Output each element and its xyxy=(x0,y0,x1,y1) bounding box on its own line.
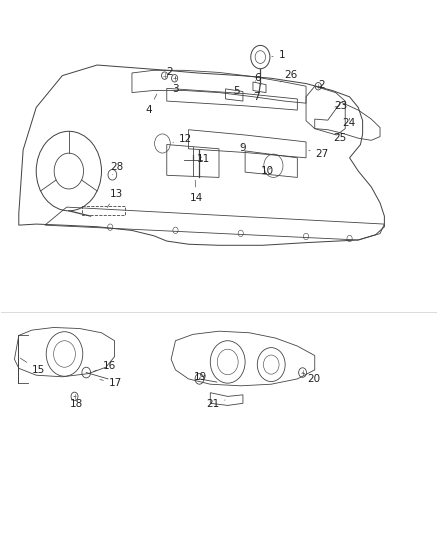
Text: 7: 7 xyxy=(253,92,260,102)
Text: 5: 5 xyxy=(233,86,240,96)
Text: 26: 26 xyxy=(280,70,297,82)
Text: 21: 21 xyxy=(206,399,225,409)
Text: 15: 15 xyxy=(20,358,45,375)
Text: 25: 25 xyxy=(333,133,346,143)
Text: 2: 2 xyxy=(318,79,325,90)
Text: 14: 14 xyxy=(189,180,203,203)
Text: 4: 4 xyxy=(146,94,157,115)
Text: 2: 2 xyxy=(166,68,173,77)
Text: 1: 1 xyxy=(272,51,285,60)
Text: 11: 11 xyxy=(197,154,211,164)
Text: 23: 23 xyxy=(334,101,348,111)
Text: 6: 6 xyxy=(254,73,261,83)
Text: 10: 10 xyxy=(260,166,273,176)
Text: 28: 28 xyxy=(110,162,124,175)
Text: 24: 24 xyxy=(342,118,355,128)
Text: 18: 18 xyxy=(70,397,83,409)
Text: 19: 19 xyxy=(194,372,207,382)
Text: 12: 12 xyxy=(173,134,192,144)
Text: 17: 17 xyxy=(100,378,122,388)
Text: 27: 27 xyxy=(309,149,329,158)
Text: 3: 3 xyxy=(172,77,179,94)
Text: 20: 20 xyxy=(303,373,321,384)
Text: 9: 9 xyxy=(240,143,246,154)
Text: 13: 13 xyxy=(107,189,123,207)
Text: 16: 16 xyxy=(93,361,116,372)
